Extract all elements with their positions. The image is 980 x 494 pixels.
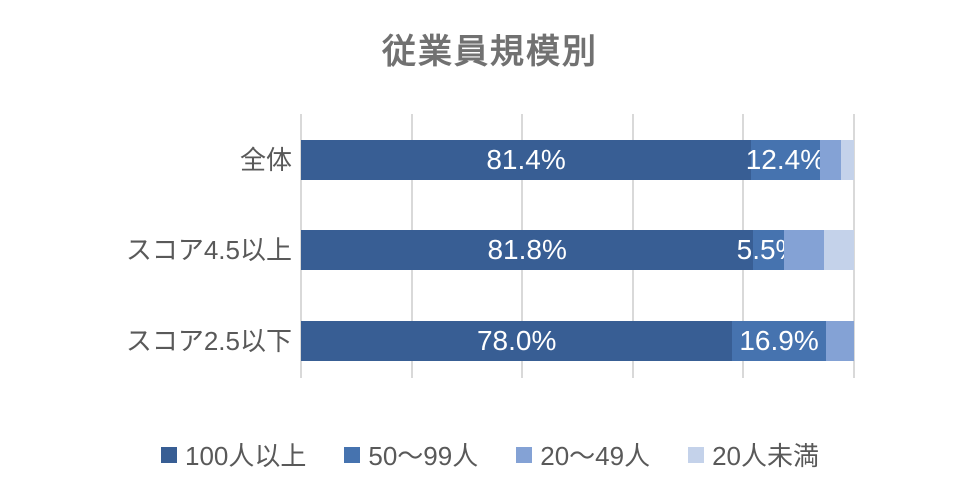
category-label: スコア2.5以下 (125, 326, 292, 356)
bar-segment: 81.4% (301, 140, 752, 180)
bar-segment: 16.9% (732, 321, 826, 361)
legend: 100人以上 50〜99人 20〜49人 20人未満 (0, 436, 980, 473)
bar-data-label: 81.4% (486, 144, 566, 175)
legend-item: 20人未満 (688, 436, 819, 473)
bar-segment (819, 140, 841, 180)
bar-segment (824, 230, 854, 270)
plot-area: 81.4% 12.4% 81.8% 5.5% 78.0% 16.9% (300, 114, 855, 378)
bar-row: 81.8% 5.5% (301, 230, 854, 270)
bar-segment (825, 321, 854, 361)
bar-segment: 5.5% (737, 230, 800, 270)
legend-label: 50〜99人 (368, 441, 479, 471)
legend-label: 100人以上 (185, 441, 307, 471)
bar-data-label: 12.4% (745, 144, 826, 175)
legend-swatch-icon (688, 446, 705, 463)
legend-label: 20〜49人 (540, 441, 651, 471)
legend-swatch-icon (344, 446, 361, 463)
bar-row: 78.0% 16.9% (301, 321, 854, 361)
category-label: 全体 (239, 145, 292, 175)
legend-item: 100人以上 (161, 436, 306, 473)
bar-segment: 12.4% (746, 140, 825, 180)
bar-data-label: 81.8% (487, 234, 567, 265)
legend-label: 20人未満 (712, 441, 819, 471)
legend-swatch-icon (161, 446, 177, 463)
bar-segment: 81.8% (301, 230, 754, 270)
bar-row: 81.4% 12.4% (301, 140, 854, 180)
bar-segment: 78.0% (301, 321, 733, 361)
category-label: スコア4.5以上 (125, 235, 292, 265)
bar-data-label: 78.0% (476, 325, 557, 356)
bar-segment (840, 140, 854, 180)
legend-item: 50〜99人 (344, 436, 478, 473)
chart-title: 従業員規模別 (382, 33, 598, 71)
bar-segment (783, 230, 825, 270)
bar-data-label: 16.9% (739, 325, 819, 356)
legend-item: 20〜49人 (516, 436, 650, 473)
gridline (853, 114, 855, 378)
legend-swatch-icon (516, 446, 533, 463)
